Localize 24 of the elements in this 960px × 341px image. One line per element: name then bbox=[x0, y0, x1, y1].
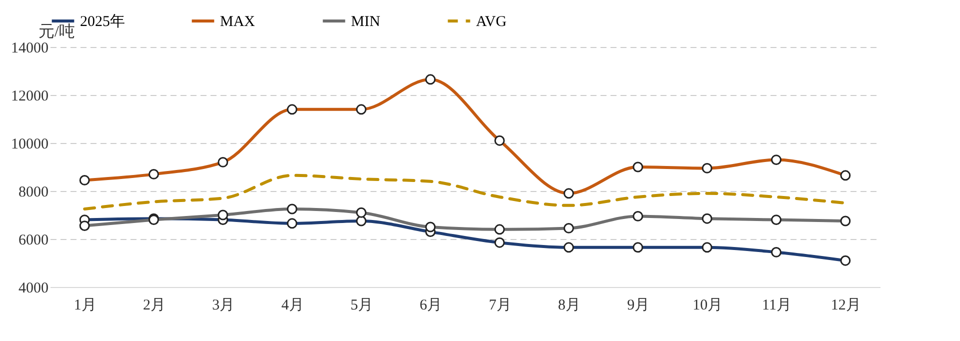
x-tick-label: 10月 bbox=[692, 298, 723, 314]
x-tick-label: 4月 bbox=[281, 298, 304, 314]
x-tick-label: 1月 bbox=[74, 298, 96, 314]
x-tick-label: 5月 bbox=[350, 298, 373, 314]
y-tick-label: 6000 bbox=[18, 232, 48, 248]
legend-label: 2025年 bbox=[80, 13, 125, 30]
y-tick-label: 10000 bbox=[11, 136, 48, 152]
y-tick-label: 12000 bbox=[11, 88, 48, 104]
x-tick-label: 7月 bbox=[488, 298, 512, 314]
legend-label: MAX bbox=[220, 14, 256, 30]
line-series bbox=[83, 174, 847, 210]
legend-label: AVG bbox=[476, 14, 507, 30]
legend-label: MIN bbox=[351, 14, 380, 30]
y-tick-label: 4000 bbox=[18, 280, 48, 296]
x-tick-label: 12月 bbox=[830, 298, 861, 314]
x-tick-label: 6月 bbox=[420, 298, 442, 314]
x-tick-label: 8月 bbox=[558, 298, 580, 314]
x-tick-label: 3月 bbox=[212, 298, 235, 314]
x-tick-label: 2月 bbox=[143, 298, 166, 314]
x-tick-label: 9月 bbox=[627, 298, 650, 314]
y-tick-label: 14000 bbox=[11, 40, 48, 56]
y-axis-title: 元/吨 bbox=[38, 22, 75, 40]
x-tick-label: 11月 bbox=[762, 298, 792, 314]
y-tick-label: 8000 bbox=[18, 184, 48, 200]
